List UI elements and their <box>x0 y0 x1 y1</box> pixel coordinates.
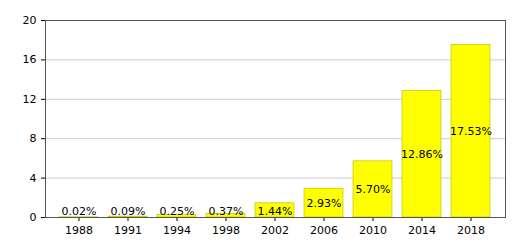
svg-text:0.37%: 0.37% <box>209 205 244 218</box>
svg-text:0.25%: 0.25% <box>160 205 195 218</box>
svg-text:1.44%: 1.44% <box>258 205 293 218</box>
svg-text:12: 12 <box>23 93 37 106</box>
svg-text:20: 20 <box>23 14 37 27</box>
svg-text:2010: 2010 <box>359 224 387 237</box>
svg-text:2002: 2002 <box>261 224 289 237</box>
svg-text:5.70%: 5.70% <box>356 183 391 196</box>
svg-text:1991: 1991 <box>114 224 142 237</box>
svg-text:16: 16 <box>23 53 37 66</box>
svg-text:2.93%: 2.93% <box>307 197 342 210</box>
svg-text:0.02%: 0.02% <box>62 205 97 218</box>
svg-text:1998: 1998 <box>212 224 240 237</box>
svg-text:2014: 2014 <box>408 224 436 237</box>
svg-text:12.86%: 12.86% <box>401 148 443 161</box>
svg-text:1988: 1988 <box>65 224 93 237</box>
svg-text:0.09%: 0.09% <box>111 205 146 218</box>
svg-text:1994: 1994 <box>163 224 191 237</box>
svg-text:0: 0 <box>30 211 37 224</box>
svg-text:2006: 2006 <box>310 224 338 237</box>
svg-text:4: 4 <box>30 172 37 185</box>
svg-text:17.53%: 17.53% <box>450 125 492 138</box>
svg-text:8: 8 <box>30 132 37 145</box>
svg-text:2018: 2018 <box>457 224 485 237</box>
